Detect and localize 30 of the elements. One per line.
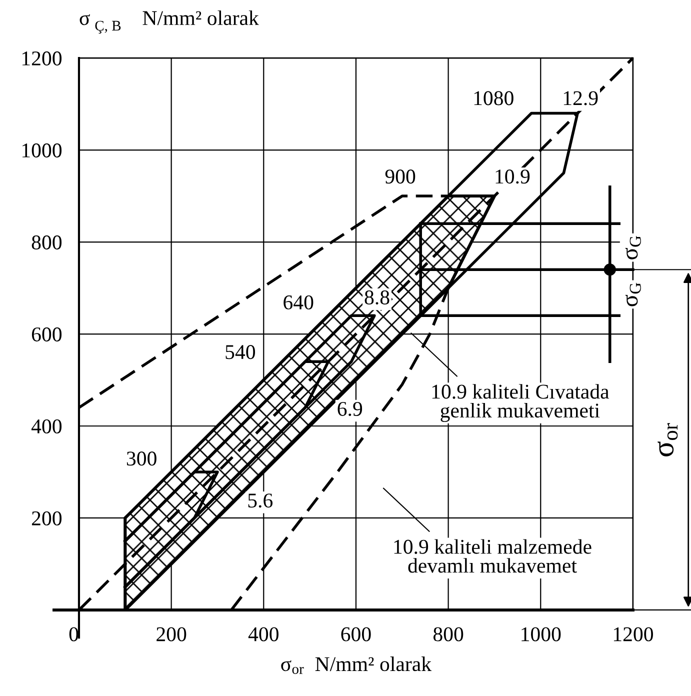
annotation: σ$_{G}$ bbox=[625, 236, 641, 260]
x-tick-label: 1200 bbox=[614, 627, 653, 642]
text: σÇ, B N/mm² olarak bbox=[80, 10, 259, 34]
annotation: 8.8 bbox=[364, 290, 390, 305]
y-tick-label: 200 bbox=[32, 511, 62, 526]
annotation: 900 bbox=[385, 170, 416, 184]
x-tick-label: 1000 bbox=[522, 627, 561, 642]
annotation: 300 bbox=[126, 452, 156, 466]
annotation: 6.9 bbox=[338, 402, 362, 416]
annotation: 10.9 kaliteli malzemede devamlı mukavemet bbox=[394, 539, 592, 573]
y-tick-label: 600 bbox=[32, 327, 62, 342]
annotation: 1080 bbox=[474, 91, 514, 106]
annotation: 10.9 kaliteli Cıvatada genlik mukavemeti bbox=[432, 384, 610, 422]
annotation: 5.6 bbox=[248, 494, 273, 508]
annotation: 12.9 bbox=[564, 91, 598, 106]
x-tick-label: 0 bbox=[69, 627, 78, 642]
x-tick-label: 800 bbox=[433, 627, 464, 642]
y-tick-label: 1000 bbox=[22, 143, 62, 158]
x-axis-title: σ$_{or}$ N/mm² olarak bbox=[281, 656, 432, 674]
x-tick-label: 200 bbox=[156, 627, 186, 642]
annotation: 10.9 bbox=[496, 170, 530, 184]
x-tick-label: 600 bbox=[341, 627, 371, 642]
y-tick-label: 1200 bbox=[22, 51, 62, 66]
annotation: 640 bbox=[284, 295, 314, 310]
annotation: 540 bbox=[226, 345, 256, 360]
text: σ$_{or}$ bbox=[658, 423, 678, 456]
y-tick-label: 800 bbox=[32, 235, 62, 250]
x-tick-label: 400 bbox=[248, 627, 278, 642]
annotation: σ$_{G}$ bbox=[625, 282, 641, 306]
y-tick-label: 400 bbox=[31, 419, 62, 434]
